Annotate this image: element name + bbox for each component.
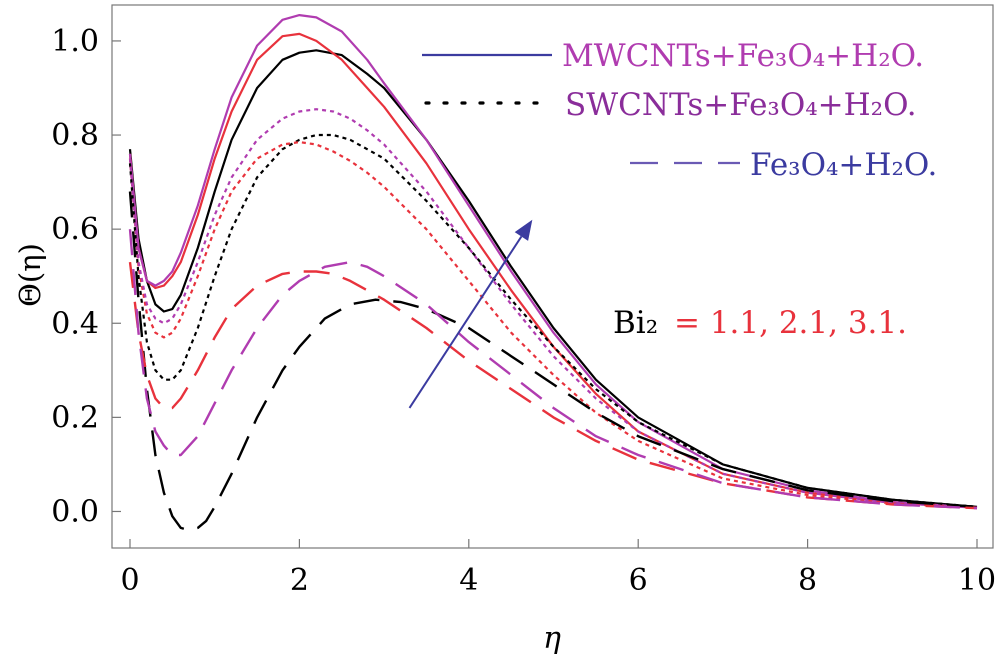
legend-label-fe3o4: Fe₃O₄+H₂O.: [750, 147, 937, 183]
plot-frame: [111, 4, 994, 549]
series-line-5: [128, 108, 978, 509]
bi2-annotation: Bi₂ = 1.1, 2.1, 3.1.: [408, 219, 907, 409]
x-tick-label: 8: [798, 563, 817, 598]
legend: MWCNTs+Fe₃O₄+H₂O. SWCNTs+Fe₃O₄+H₂O. Fe₃O…: [422, 38, 937, 183]
x-tick-label: 4: [459, 563, 478, 598]
x-tick-label: 2: [290, 563, 309, 598]
axis-ticks: 0 2 4 6 8 10 0.0 0.2 0.4 0.6 0.8 1.0: [51, 24, 996, 598]
y-tick-label: 0.8: [51, 118, 99, 153]
bi2-arrow: [408, 235, 523, 409]
series-line-8: [128, 229, 978, 510]
y-tick-label: 0.4: [51, 306, 99, 341]
series-line-7: [128, 261, 978, 510]
bi2-values: = 1.1, 2.1, 3.1.: [674, 305, 907, 341]
x-tick-label: 10: [958, 563, 996, 598]
series-line-3: [128, 133, 978, 508]
y-axis-label: Θ(η): [13, 243, 47, 307]
series-line-0: [128, 49, 978, 508]
x-tick-label: 0: [120, 563, 139, 598]
y-tick-label: 0.6: [51, 212, 99, 247]
bi2-prefix: Bi₂: [613, 305, 658, 341]
y-tick-label: 0.0: [51, 494, 99, 529]
x-tick-label: 6: [629, 563, 648, 598]
series-line-2: [128, 14, 978, 509]
legend-label-mwcnts: MWCNTs+Fe₃O₄+H₂O.: [562, 38, 924, 74]
bi2-label: Bi₂ = 1.1, 2.1, 3.1.: [613, 305, 907, 341]
series-line-6: [128, 191, 978, 532]
y-tick-label: 0.2: [51, 400, 99, 435]
series-line-1: [128, 32, 978, 509]
y-tick-label: 1.0: [51, 24, 99, 59]
x-axis-label: η: [543, 621, 561, 656]
curves-layer: [128, 14, 978, 532]
legend-label-swcnts: SWCNTs+Fe₃O₄+H₂O.: [565, 87, 917, 123]
bi2-arrow-head: [514, 219, 533, 241]
